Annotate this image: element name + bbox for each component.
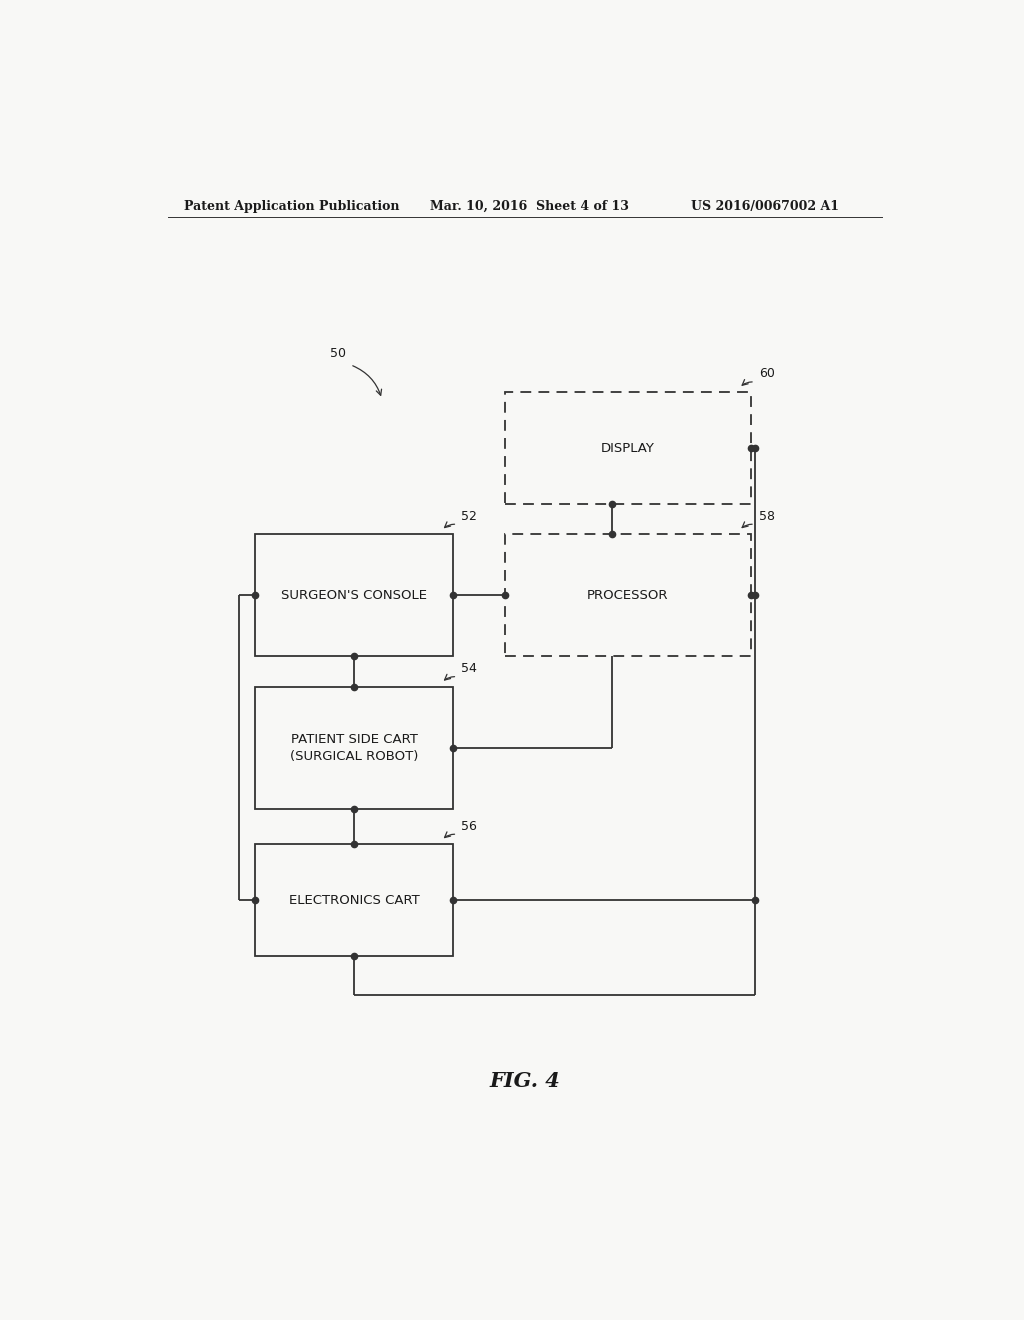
Text: 50: 50 — [331, 347, 346, 359]
Text: 56: 56 — [462, 820, 477, 833]
Text: 52: 52 — [462, 510, 477, 523]
Text: 58: 58 — [759, 510, 775, 523]
Text: US 2016/0067002 A1: US 2016/0067002 A1 — [691, 199, 840, 213]
Bar — [255, 535, 454, 656]
Text: FIG. 4: FIG. 4 — [489, 1072, 560, 1092]
Text: 54: 54 — [462, 663, 477, 675]
Text: SURGEON'S CONSOLE: SURGEON'S CONSOLE — [282, 589, 427, 602]
Text: ELECTRONICS CART: ELECTRONICS CART — [289, 894, 420, 907]
Text: 60: 60 — [759, 367, 775, 380]
Bar — [505, 535, 751, 656]
Bar — [505, 392, 751, 504]
Text: DISPLAY: DISPLAY — [601, 442, 655, 454]
Bar — [255, 686, 454, 809]
Text: Mar. 10, 2016  Sheet 4 of 13: Mar. 10, 2016 Sheet 4 of 13 — [430, 199, 629, 213]
Text: PATIENT SIDE CART
(SURGICAL ROBOT): PATIENT SIDE CART (SURGICAL ROBOT) — [290, 733, 419, 763]
Text: Patent Application Publication: Patent Application Publication — [183, 199, 399, 213]
Text: PROCESSOR: PROCESSOR — [587, 589, 669, 602]
Bar — [255, 845, 454, 956]
